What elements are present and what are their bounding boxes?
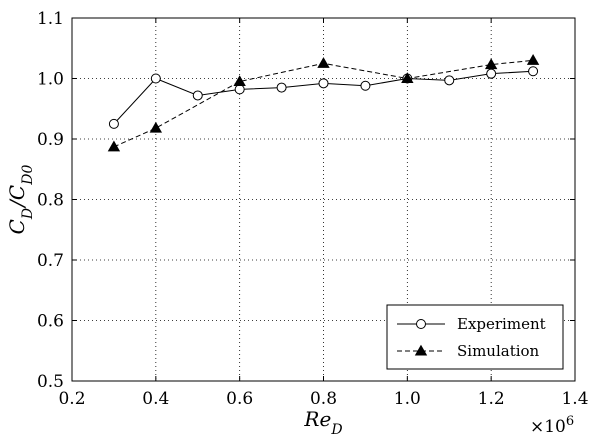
data-point-simulation (233, 75, 246, 87)
axis-titles: ReD CD/CD0 ×106 (5, 165, 574, 438)
x-axis-exponent-base: ×10 (530, 417, 566, 437)
data-point-experiment (318, 78, 329, 89)
legend-label-experiment: Experiment (457, 315, 546, 333)
data-point-experiment (444, 75, 455, 86)
y-axis-label-numerator-sub: D (20, 208, 36, 220)
x-tick-label: 0.8 (310, 389, 337, 409)
x-axis-exponent-power: 6 (566, 414, 574, 429)
x-tick-label: 0.2 (58, 389, 85, 409)
legend: Experiment Simulation (386, 304, 564, 370)
data-point-experiment (150, 73, 161, 84)
series-layer (107, 54, 540, 152)
ticks: 0.2 0.4 0.6 0.8 1.0 1.2 1.4 0.5 0.6 0.7 0.8 0.9 1.0 1… (37, 9, 589, 409)
data-point-experiment (486, 68, 497, 79)
y-tick-label: 1.1 (37, 9, 64, 29)
data-point-simulation (526, 54, 540, 65)
data-point-simulation (317, 57, 330, 68)
data-point-simulation (484, 58, 498, 70)
data-point-experiment (360, 80, 371, 91)
data-point-experiment (108, 118, 119, 129)
legend-marker-simulation (414, 344, 428, 356)
y-tick-label: 0.9 (37, 130, 64, 150)
x-tick-label: 1.0 (394, 389, 421, 409)
legend-marker-experiment (416, 319, 426, 329)
x-tick-label: 1.4 (561, 389, 588, 409)
x-tick-label: 0.4 (142, 389, 169, 409)
y-tick-label: 0.5 (37, 372, 64, 392)
x-axis-label-sub: D (330, 422, 342, 438)
data-point-experiment (276, 82, 287, 93)
x-axis-label: ReD (303, 407, 342, 438)
y-axis-label-numerator: C (5, 219, 29, 234)
y-axis-label-slash: / (5, 198, 29, 209)
x-axis-label-main: Re (303, 407, 331, 431)
data-point-experiment (528, 66, 539, 77)
y-axis-label: CD/CD0 (5, 165, 36, 235)
x-axis-exponent: ×106 (530, 414, 574, 438)
data-point-simulation (401, 72, 414, 84)
series-experiment (108, 66, 539, 129)
data-point-simulation (107, 140, 121, 152)
y-axis-label-denominator: C (5, 185, 29, 200)
series-line-simulation (113, 59, 534, 148)
y-tick-label: 1.0 (37, 70, 64, 90)
y-axis-label-denominator-sub: D0 (20, 165, 36, 186)
legend-box (386, 304, 564, 370)
series-simulation (107, 54, 540, 152)
data-point-simulation (149, 121, 163, 133)
y-tick-label: 0.6 (37, 312, 64, 332)
data-point-experiment (192, 90, 203, 101)
y-tick-label: 0.7 (37, 251, 64, 271)
legend-label-simulation: Simulation (457, 342, 540, 360)
x-tick-label: 1.2 (478, 389, 505, 409)
y-tick-label: 0.8 (37, 191, 64, 211)
data-point-experiment (234, 84, 245, 95)
x-tick-label: 0.6 (226, 389, 253, 409)
